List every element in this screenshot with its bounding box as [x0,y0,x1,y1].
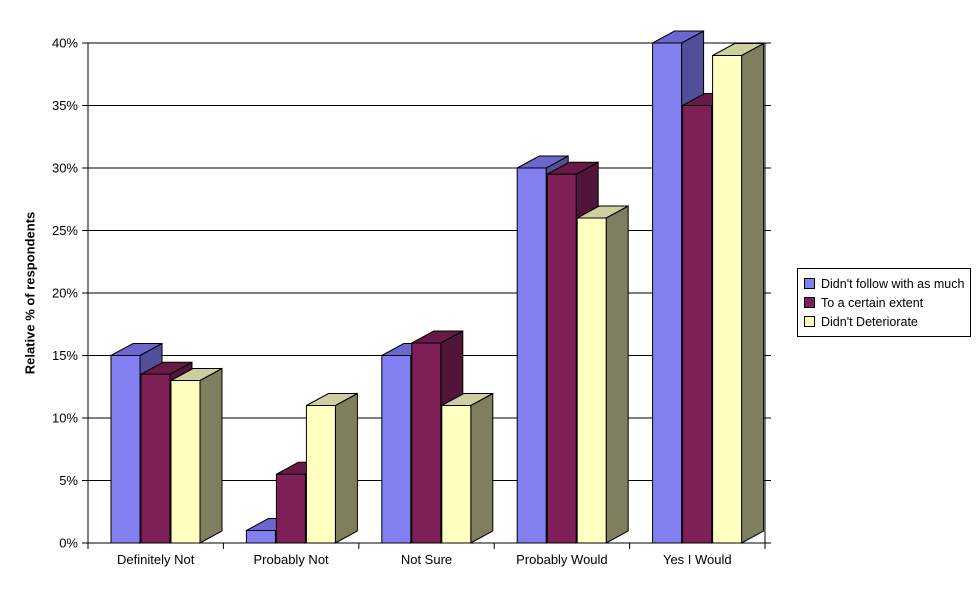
bar-front-face [110,355,141,544]
y-axis-title: Relative % of respondents [22,211,38,375]
legend-swatch-series-1 [804,278,815,289]
bar-side-face [605,205,629,544]
bar-side-face [470,392,494,544]
bar-front-face [305,405,336,544]
bar-front-face [275,473,306,544]
bar-probably-not-didn-t-deteriorate [305,392,358,544]
y-tick-label: 20% [52,286,78,301]
legend-label-series-1: Didn't follow with as much [821,276,965,291]
category-label: Probably Would [516,552,608,567]
y-tick-label: 5% [59,473,78,488]
bar-front-face [516,167,547,544]
bar-side-face [741,42,765,544]
category-label: Not Sure [401,552,452,567]
y-tick-label: 40% [52,36,78,51]
bar-front-face [441,405,472,544]
legend-label-series-3: Didn't Deteriorate [821,314,918,329]
category-label: Probably Not [254,552,330,567]
bar-front-face [170,380,201,544]
bar-front-face [140,373,171,544]
bar-side-face [334,392,358,544]
legend-label-series-2: To a certain extent [821,295,924,310]
bar-front-face [712,55,743,544]
legend-item: Didn't Deteriorate [804,312,964,331]
y-tick-label: 10% [52,411,78,426]
y-tick-label: 15% [52,348,78,363]
bar-not-sure-didn-t-deteriorate [441,392,494,544]
bar-front-face [546,173,577,544]
legend-swatch-series-2 [804,297,815,308]
bar-probably-would-didn-t-deteriorate [576,205,629,544]
bar-front-face [576,217,607,544]
bar-definitely-not-didn-t-deteriorate [170,367,223,544]
y-tick-label: 35% [52,98,78,113]
legend-box: Didn't follow with as much To a certain … [797,268,971,337]
legend-item: To a certain extent [804,293,964,312]
bar-front-face [652,42,683,544]
bar-front-face [682,105,713,544]
category-label: Yes I Would [663,552,732,567]
y-tick-label: 25% [52,223,78,238]
legend-item: Didn't follow with as much [804,274,964,293]
y-tick-label: 0% [59,536,78,551]
bar-front-face [381,355,412,544]
bar-yes-i-would-didn-t-deteriorate [712,42,765,544]
y-tick-label: 30% [52,161,78,176]
bar-front-face [411,342,442,544]
category-label: Definitely Not [117,552,195,567]
bar-side-face [199,367,223,544]
legend-swatch-series-3 [804,316,815,327]
bar-front-face [245,530,276,544]
